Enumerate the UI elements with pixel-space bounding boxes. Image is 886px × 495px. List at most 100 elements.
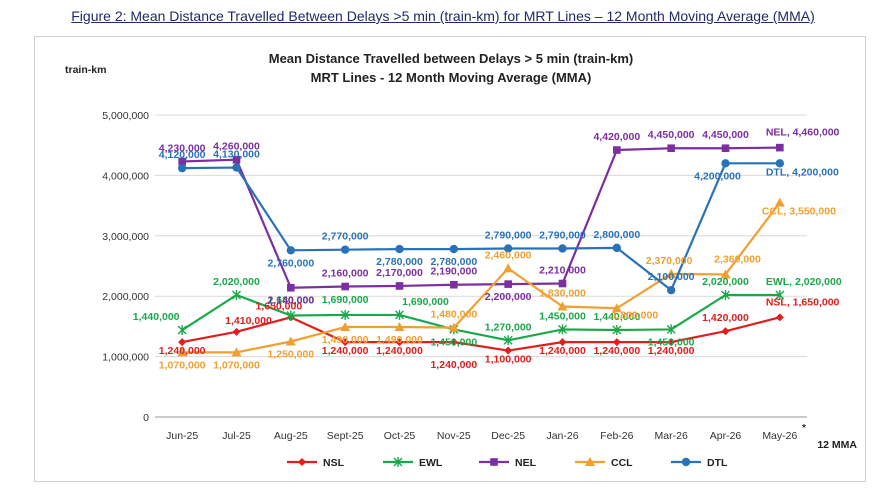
- data-point: [667, 144, 675, 153]
- data-point: [667, 338, 676, 347]
- x-tick-label: Aug-25: [274, 430, 308, 442]
- data-point: [232, 289, 241, 300]
- figure-caption: Figure 2: Mean Distance Travelled Betwee…: [71, 8, 815, 24]
- data-point: [340, 245, 350, 254]
- data-label: 1,450,000: [430, 336, 477, 348]
- data-label: 1,240,000: [376, 345, 423, 357]
- data-point: [666, 268, 677, 278]
- data-point: [612, 325, 622, 336]
- data-label: 4,230,000: [159, 143, 206, 155]
- data-point: [681, 457, 691, 467]
- legend-item-nel: NEL: [479, 457, 537, 469]
- data-point: [287, 283, 295, 292]
- x-tick-label: Oct-25: [384, 430, 416, 442]
- data-label: 4,420,000: [593, 131, 640, 143]
- data-point: [232, 155, 241, 164]
- data-point: [286, 246, 296, 255]
- x-tick-label: Mar-26: [655, 430, 688, 442]
- data-point: [177, 163, 187, 173]
- data-point: [340, 322, 351, 332]
- data-label: 2,370,000: [646, 255, 693, 267]
- data-label: 2,160,000: [322, 268, 369, 280]
- x-tick-label: Jan-26: [546, 430, 578, 442]
- data-label: 2,770,000: [322, 231, 369, 243]
- data-label: 2,190,000: [430, 266, 477, 278]
- data-point: [490, 458, 498, 466]
- data-point: [178, 338, 187, 347]
- data-point: [177, 325, 187, 336]
- x-tick-label: Feb-26: [600, 430, 633, 442]
- data-point: [613, 146, 621, 154]
- footnote-marker: *: [802, 422, 807, 434]
- data-point: [612, 338, 621, 347]
- legend-label: CCL: [611, 457, 633, 469]
- data-label: 1,240,000: [159, 345, 206, 357]
- data-point: [450, 280, 458, 289]
- y-tick-label: 5,000,000: [102, 110, 149, 122]
- data-point: [585, 457, 595, 466]
- data-label: 2,100,000: [648, 271, 695, 283]
- data-label: 1,650,000: [255, 300, 302, 312]
- data-label: 1,410,000: [225, 315, 272, 327]
- data-label: 1,450,000: [648, 336, 695, 348]
- data-point: [612, 243, 622, 253]
- line-chart: Mean Distance Travelled between Delays >…: [65, 51, 857, 469]
- data-label: 1,490,000: [376, 334, 423, 346]
- data-label: 2,020,000: [702, 276, 749, 288]
- data-label: 4,450,000: [648, 129, 695, 141]
- data-point: [558, 338, 567, 347]
- data-label: 1,270,000: [485, 321, 532, 333]
- data-label: 4,130,000: [213, 149, 260, 161]
- data-point: [341, 338, 350, 347]
- y-tick-label: 1,000,000: [102, 352, 149, 364]
- series-ccl: [177, 197, 785, 357]
- data-point: [721, 144, 730, 153]
- data-label: 2,790,000: [485, 229, 532, 241]
- chart-frame: Mean Distance Travelled between Delays >…: [34, 36, 866, 482]
- legend: NSL EWL NEL CCL DTL: [287, 457, 728, 469]
- x-tick-label: Dec-25: [491, 430, 525, 442]
- data-point: [721, 289, 730, 300]
- x-tick-label: Nov-25: [437, 430, 471, 442]
- data-point: [504, 346, 513, 355]
- x-tick-label: Jun-25: [166, 430, 198, 442]
- data-point: [611, 303, 622, 313]
- data-label: 1,240,000: [593, 345, 640, 357]
- data-label: CCL, 3,550,000: [762, 206, 836, 218]
- data-label: NEL, 4,460,000: [766, 127, 840, 139]
- data-point: [504, 280, 512, 288]
- data-label: 1,070,000: [159, 359, 206, 371]
- data-label: 4,260,000: [213, 141, 260, 153]
- data-point: [285, 336, 296, 346]
- data-label: 1,070,000: [213, 359, 260, 371]
- data-label: 2,800,000: [593, 229, 640, 241]
- x-tick-label: Jul-25: [222, 430, 251, 442]
- data-label: 1,240,000: [430, 359, 477, 371]
- data-point: [776, 143, 784, 152]
- data-label: 2,170,000: [376, 267, 423, 279]
- data-label: 1,440,000: [593, 311, 640, 323]
- chart-subtitle: MRT Lines - 12 Month Moving Average (MMA…: [311, 70, 592, 85]
- data-point: [720, 269, 731, 279]
- series-nel: [178, 143, 784, 292]
- y-tick-label: 0: [143, 412, 149, 424]
- data-label: 1,480,000: [430, 309, 477, 321]
- data-point: [449, 338, 458, 347]
- legend-item-ewl: EWL: [383, 457, 443, 469]
- data-point: [503, 335, 513, 346]
- data-label: 1,420,000: [702, 312, 749, 324]
- data-point: [232, 327, 241, 336]
- data-point: [393, 457, 403, 467]
- series-line: [181, 293, 780, 342]
- y-tick-label: 4,000,000: [102, 170, 149, 182]
- data-label: NSL, 1,650,000: [766, 296, 840, 308]
- data-label: 1,440,000: [133, 311, 180, 323]
- data-point: [721, 327, 730, 336]
- data-point: [558, 244, 567, 253]
- y-axis-label: train-km: [65, 64, 106, 76]
- series-lines: [177, 143, 785, 357]
- legend-label: EWL: [419, 457, 443, 469]
- data-point: [232, 163, 241, 172]
- data-label: 4,200,000: [694, 170, 741, 182]
- data-point: [231, 347, 242, 357]
